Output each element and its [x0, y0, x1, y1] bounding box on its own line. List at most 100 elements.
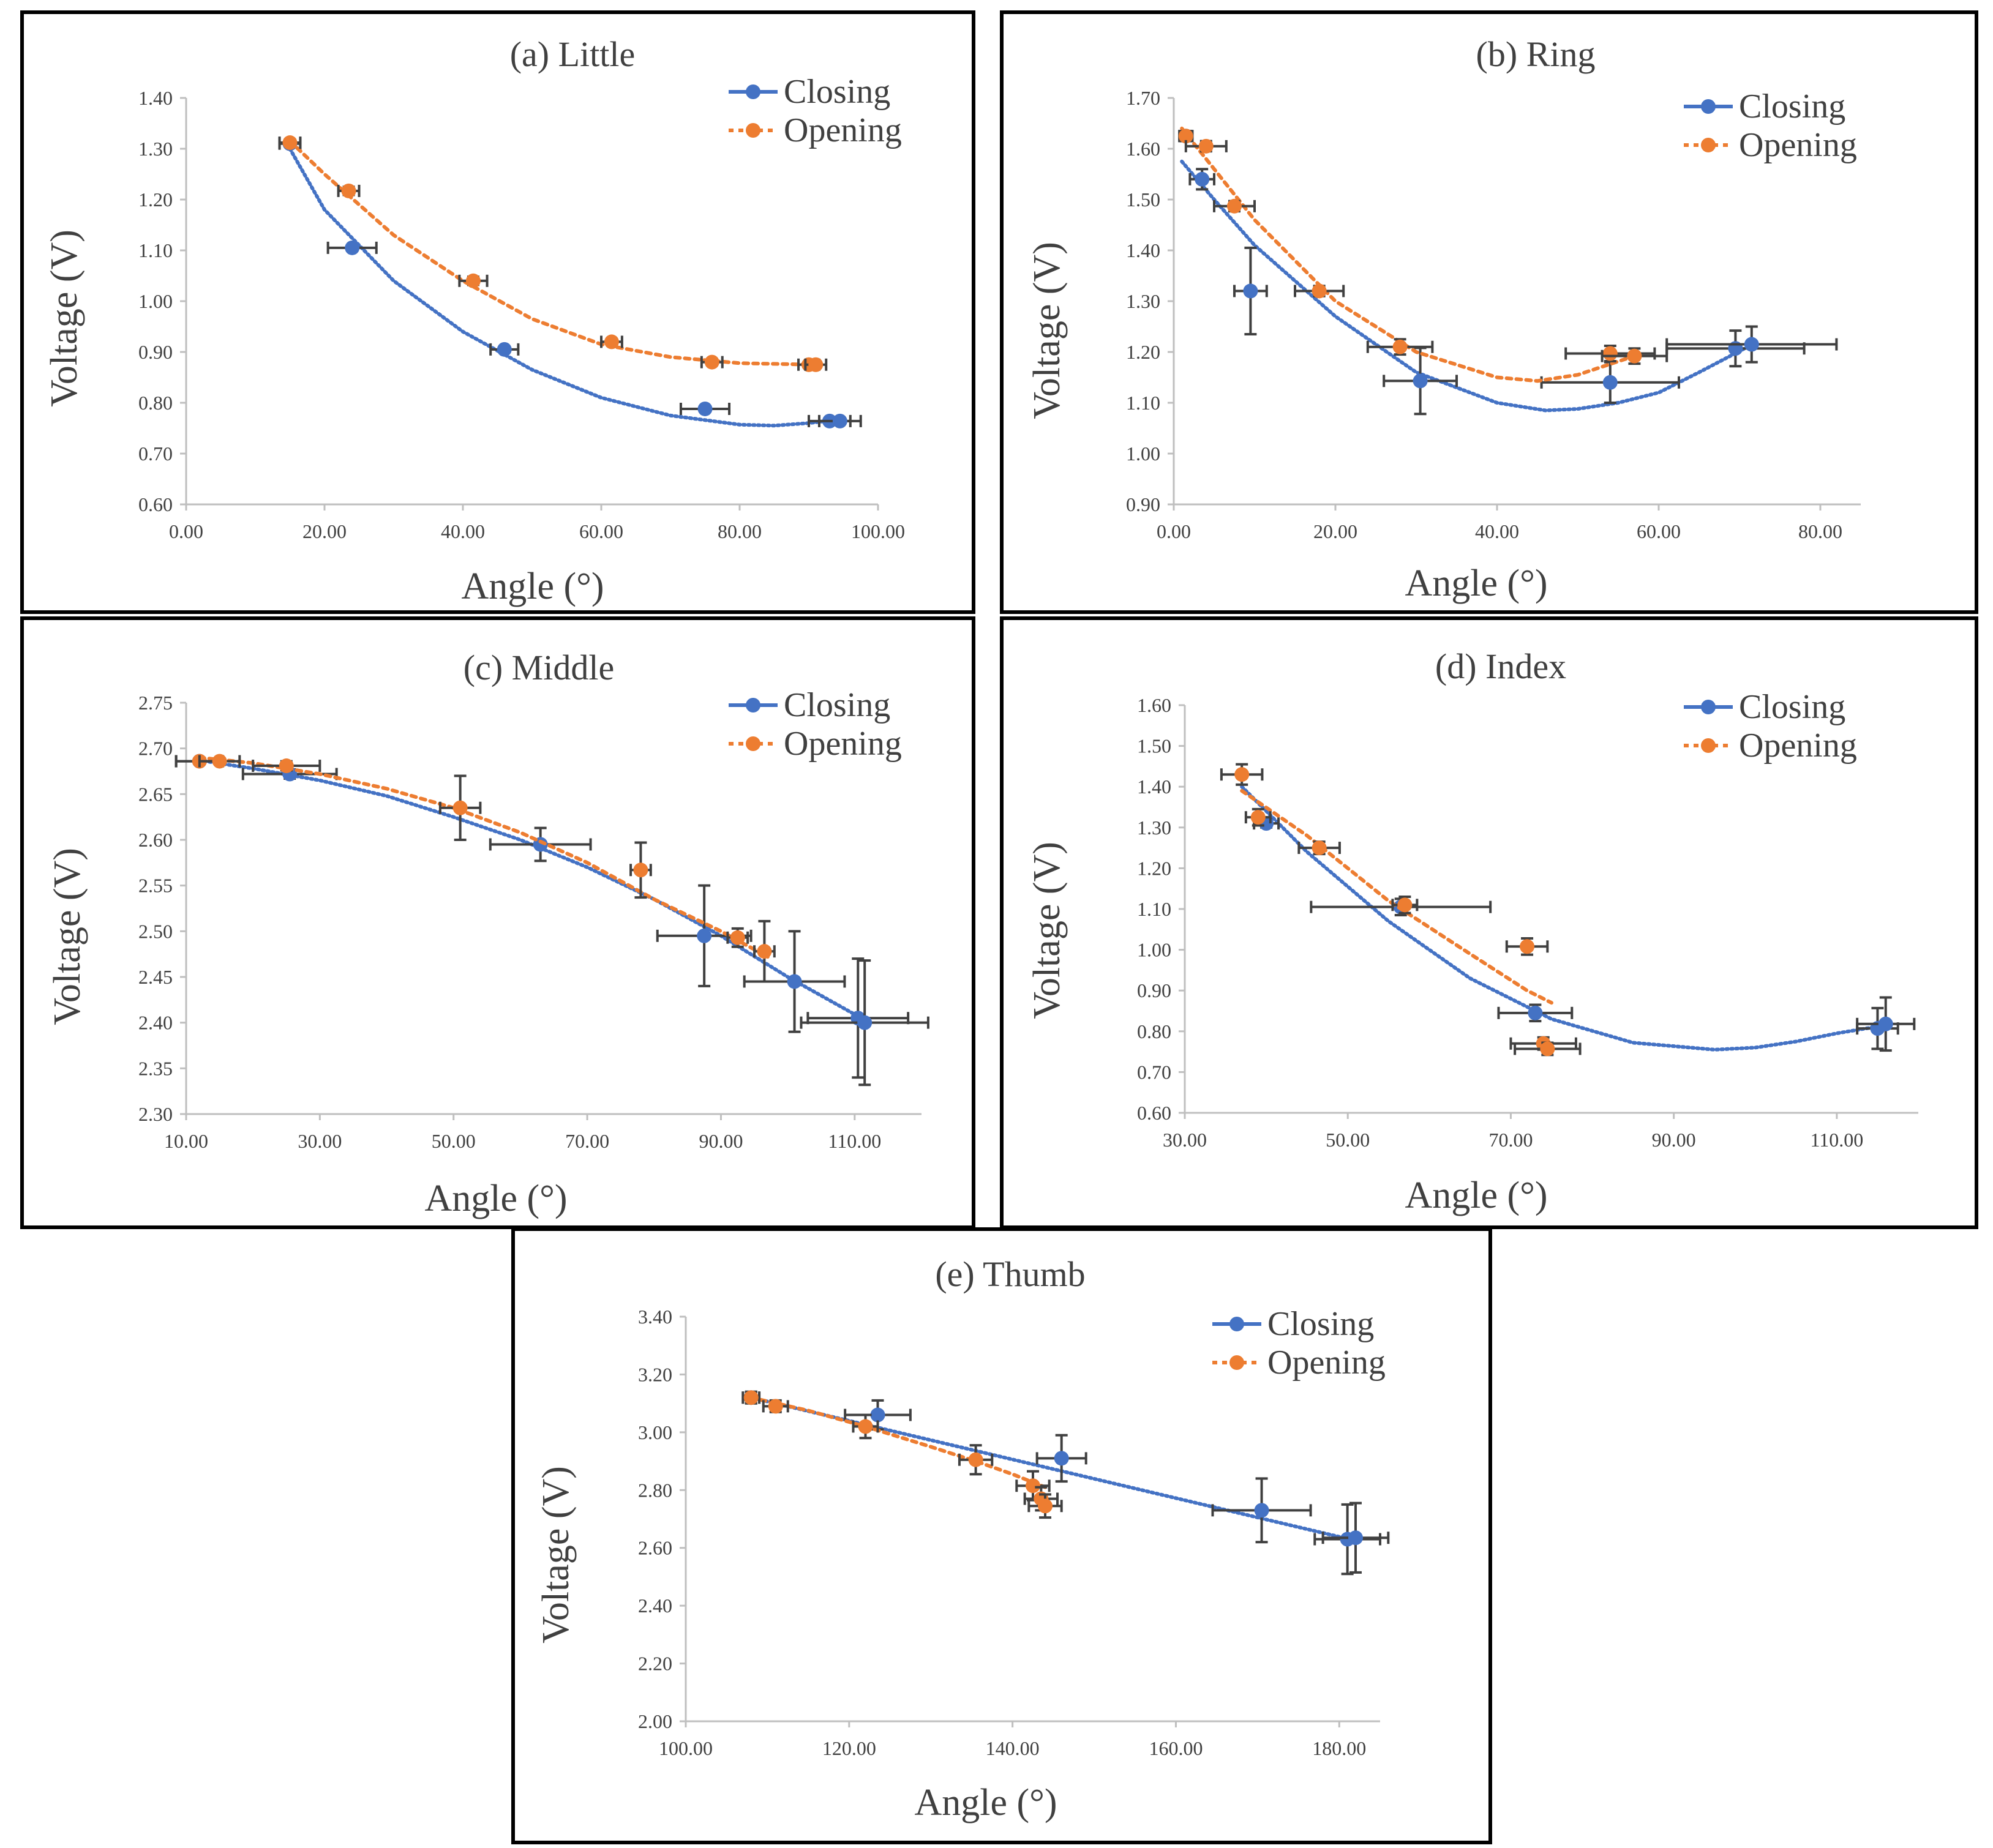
chart-b: 0.90 1.00 1.10 1.20 1.30 1.40 1.50 1.60 1.70 0.00…	[1000, 10, 1978, 614]
data-point-opening	[1198, 138, 1214, 154]
series-opening	[741, 1390, 1063, 1519]
x-axis-label: Angle (°)	[1405, 563, 1547, 604]
y-tick-label: 2.70	[138, 738, 173, 760]
legend-marker-closing	[1701, 99, 1716, 114]
data-point-closing	[857, 1015, 873, 1030]
data-point-opening	[858, 1419, 873, 1434]
x-tick-label: 60.00	[579, 520, 623, 542]
y-tick-label: 2.60	[638, 1537, 672, 1559]
y-tick-label: 1.40	[1137, 776, 1171, 798]
legend-label-opening: Opening	[1739, 727, 1857, 765]
x-tick-label: 80.00	[1798, 520, 1842, 542]
data-point-opening	[465, 273, 481, 288]
y-tick-label: 1.00	[1137, 939, 1171, 961]
data-point-closing	[832, 413, 847, 428]
legend-marker-opening	[746, 123, 760, 138]
data-point-opening	[279, 758, 294, 774]
data-point-opening	[1312, 840, 1327, 856]
y-tick-label: 1.10	[138, 239, 173, 261]
x-tick-label: 120.00	[822, 1737, 876, 1759]
x-tick-label: 90.00	[1652, 1129, 1696, 1151]
y-tick-label: 2.30	[138, 1103, 173, 1125]
data-point-opening	[768, 1399, 783, 1414]
data-point-closing	[1744, 337, 1759, 352]
y-tick-label: 2.40	[138, 1012, 173, 1034]
x-tick-label: 110.00	[1810, 1129, 1863, 1151]
y-tick-label: 2.80	[638, 1479, 672, 1501]
y-tick-label: 0.90	[1126, 493, 1160, 515]
legend-marker-closing	[746, 84, 760, 99]
y-tick-label: 2.20	[638, 1653, 672, 1675]
chart-a: 0.60 0.70 0.80 0.90 1.00 1.10 1.20 1.30 1.40 0.00…	[20, 10, 975, 614]
series-closing	[1240, 785, 1916, 1052]
y-tick-label: 1.10	[1126, 392, 1160, 414]
data-point-closing	[1878, 1016, 1893, 1031]
legend-label-closing: Closing	[1739, 688, 1845, 726]
data-point-closing	[345, 240, 360, 255]
data-point-opening	[1026, 1478, 1040, 1494]
y-tick-label: 0.70	[1137, 1061, 1171, 1083]
data-point-opening	[1227, 198, 1242, 214]
series-opening	[1220, 763, 1582, 1057]
legend-marker-opening	[746, 736, 760, 751]
legend-marker-closing	[1701, 700, 1716, 714]
y-axis-label: Voltage (V)	[1026, 842, 1068, 1019]
y-tick-label: 3.00	[638, 1421, 672, 1443]
y-tick-label: 1.20	[138, 189, 173, 211]
x-axis-label: Angle (°)	[1405, 1175, 1547, 1216]
y-tick-label: 1.20	[1137, 857, 1171, 879]
y-tick-label: 1.00	[1126, 443, 1160, 465]
data-point-opening	[1520, 939, 1535, 954]
y-tick-label: 1.70	[1126, 87, 1160, 109]
data-point-opening	[1312, 283, 1327, 299]
data-point-closing	[1054, 1451, 1069, 1466]
y-tick-label: 1.10	[1137, 898, 1171, 920]
y-tick-label: 2.60	[138, 829, 173, 851]
x-tick-label: 70.00	[565, 1130, 609, 1152]
y-tick-label: 3.20	[638, 1363, 672, 1385]
data-point-opening	[968, 1452, 983, 1467]
series-closing	[278, 136, 862, 428]
data-point-closing	[697, 401, 713, 416]
chart-frame	[511, 1227, 1492, 1844]
chart-title: (d) Index	[1435, 646, 1566, 686]
y-axis-label: Voltage (V)	[43, 230, 85, 407]
data-point-closing	[1528, 1005, 1543, 1020]
y-tick-label: 2.35	[138, 1057, 173, 1079]
y-tick-label: 1.60	[1137, 694, 1171, 716]
data-point-closing	[787, 974, 802, 989]
data-point-closing	[497, 342, 512, 357]
data-point-opening	[1178, 129, 1193, 144]
trendline-opening	[1180, 126, 1637, 383]
data-point-opening	[808, 357, 824, 372]
legend-label-closing: Closing	[784, 73, 890, 111]
data-point-opening	[282, 135, 298, 151]
y-tick-label: 1.50	[1137, 735, 1171, 757]
data-point-opening	[730, 930, 745, 945]
x-tick-label: 0.00	[169, 520, 203, 542]
data-point-opening	[757, 944, 772, 959]
y-tick-label: 2.45	[138, 966, 173, 988]
x-tick-label: 100.00	[851, 520, 905, 542]
y-tick-label: 0.90	[1137, 979, 1171, 1001]
data-point-opening	[1602, 346, 1618, 361]
x-tick-label: 20.00	[1313, 520, 1357, 542]
y-axis-label: Voltage (V)	[47, 848, 88, 1025]
y-tick-label: 1.20	[1126, 341, 1160, 363]
data-point-opening	[604, 334, 619, 350]
data-point-closing	[1602, 375, 1618, 390]
chart-d: 0.60 0.70 0.80 0.90 1.00 1.10 1.20 1.30 1.40 1.50…	[1000, 616, 1978, 1229]
data-point-closing	[870, 1407, 885, 1423]
x-tick-label: 100.00	[659, 1737, 713, 1759]
x-tick-label: 0.00	[1157, 520, 1191, 542]
chart-title: (b) Ring	[1476, 34, 1596, 74]
y-tick-label: 0.80	[138, 392, 173, 414]
legend-label-closing: Closing	[1267, 1305, 1374, 1343]
y-axis-label: Voltage (V)	[1026, 242, 1068, 419]
data-point-opening	[341, 183, 356, 198]
data-point-opening	[1392, 339, 1408, 354]
x-tick-label: 110.00	[828, 1130, 881, 1152]
legend-marker-closing	[746, 698, 760, 713]
